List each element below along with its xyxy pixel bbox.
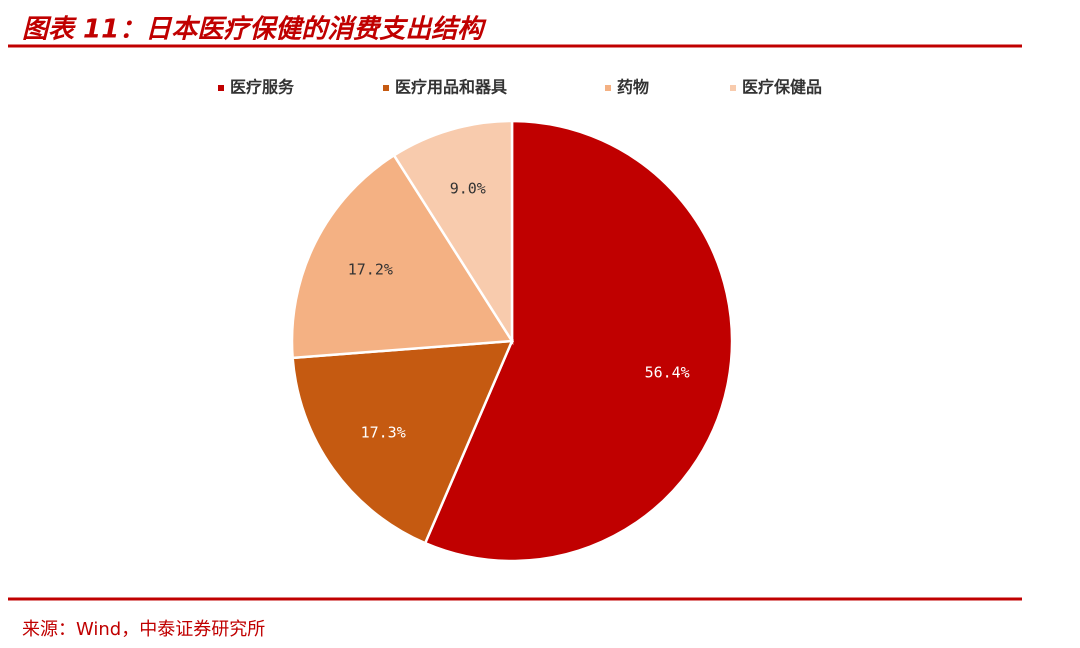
source-note: 来源：Wind，中泰证券研究所 (22, 619, 265, 640)
chart-title: 图表 11：日本医疗保健的消费支出结构 (22, 15, 487, 45)
pie-slice (423, 119, 734, 563)
value-label: 17.2% (348, 261, 393, 279)
value-label: 56.4% (645, 363, 690, 381)
pie-slice (291, 339, 514, 545)
legend-label: 医疗保健品 (742, 78, 822, 97)
legend-swatch (218, 85, 224, 91)
legend-swatch (730, 85, 736, 91)
legend-swatch (383, 85, 389, 91)
legend-swatch (605, 85, 611, 91)
legend-label: 医疗服务 (230, 78, 295, 97)
pie-slice (290, 153, 515, 360)
pie-slice (392, 119, 514, 346)
value-label: 17.3% (361, 424, 406, 442)
legend-label: 药物 (617, 78, 649, 97)
value-label: 9.0% (450, 179, 486, 197)
legend-label: 医疗用品和器具 (395, 78, 507, 97)
